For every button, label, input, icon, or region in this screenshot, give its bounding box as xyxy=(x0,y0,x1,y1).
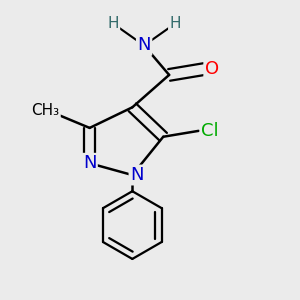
Text: H: H xyxy=(169,16,181,31)
Text: N: N xyxy=(137,37,151,55)
Text: N: N xyxy=(130,166,143,184)
Text: CH₃: CH₃ xyxy=(32,103,59,118)
Text: H: H xyxy=(107,16,119,31)
Text: N: N xyxy=(83,154,96,172)
Text: O: O xyxy=(205,60,219,78)
Text: Cl: Cl xyxy=(201,122,219,140)
